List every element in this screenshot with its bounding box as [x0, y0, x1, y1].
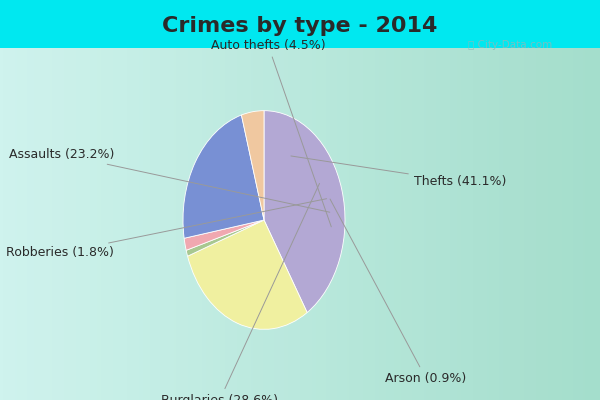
Text: Assaults (23.2%): Assaults (23.2%): [9, 148, 330, 212]
Text: ⓘ City-Data.com: ⓘ City-Data.com: [468, 40, 552, 50]
Text: Auto thefts (4.5%): Auto thefts (4.5%): [211, 38, 331, 227]
Text: Burglaries (28.6%): Burglaries (28.6%): [161, 184, 320, 400]
Wedge shape: [184, 220, 264, 250]
Wedge shape: [241, 111, 264, 220]
Text: Arson (0.9%): Arson (0.9%): [330, 199, 467, 385]
Wedge shape: [188, 220, 307, 329]
Wedge shape: [186, 220, 264, 256]
Text: Thefts (41.1%): Thefts (41.1%): [291, 156, 506, 188]
Wedge shape: [183, 115, 264, 238]
Wedge shape: [264, 111, 345, 312]
Text: Robberies (1.8%): Robberies (1.8%): [6, 199, 326, 259]
Text: Crimes by type - 2014: Crimes by type - 2014: [163, 16, 437, 36]
